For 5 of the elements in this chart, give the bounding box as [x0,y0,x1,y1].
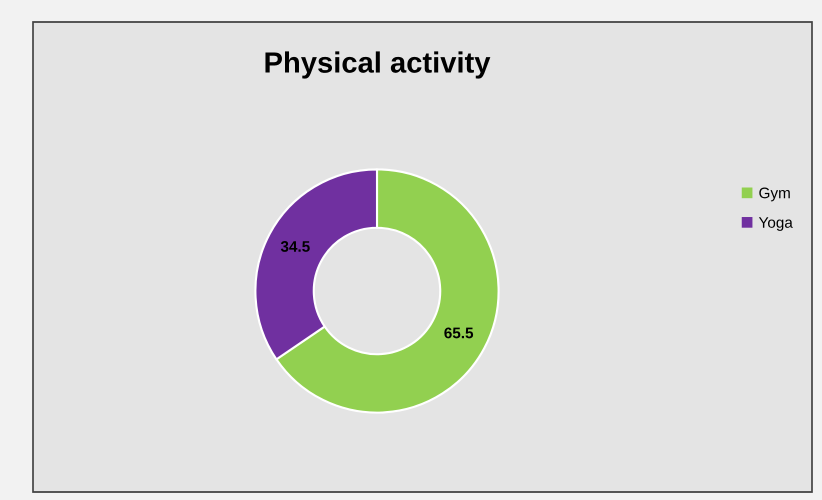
legend-label: Gym [759,188,790,202]
data-label: 34.5 [280,241,310,252]
data-label: 65.5 [444,328,474,338]
chart-title: Physical activity [265,51,490,79]
legend-label: Yoga [758,217,793,231]
